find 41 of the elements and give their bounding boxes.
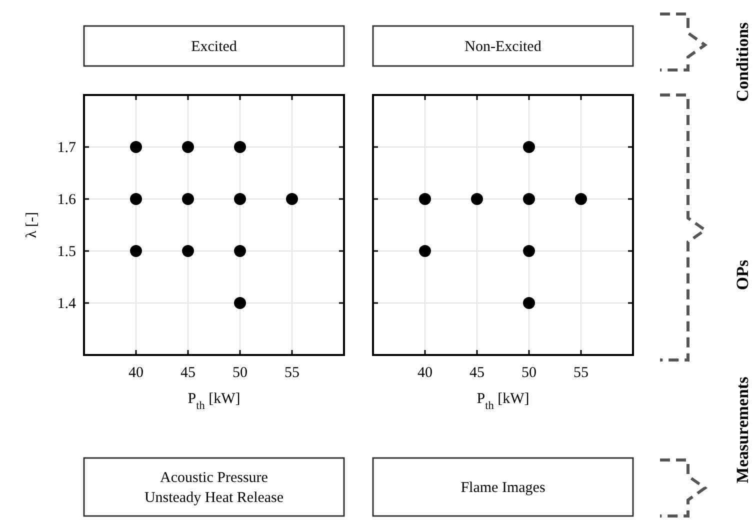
chart-title: Non-Excited bbox=[464, 39, 542, 55]
y-axis-title: λ [-] bbox=[24, 212, 40, 238]
point bbox=[523, 141, 535, 153]
point bbox=[234, 193, 246, 205]
y-tick-label: 1.4 bbox=[57, 296, 76, 312]
x-tick-label: 45 bbox=[470, 365, 484, 381]
x-axis-title: P$_{th}$ [kW] bbox=[476, 391, 530, 412]
x-tick-label: 55 bbox=[574, 365, 588, 381]
x-tick-label: 55 bbox=[284, 365, 300, 381]
point bbox=[419, 193, 431, 205]
x-tick-label: 40 bbox=[128, 365, 144, 381]
text: Measurements bbox=[733, 376, 752, 484]
x-tick-label: 45 bbox=[180, 365, 196, 381]
text: Conditions bbox=[733, 22, 752, 102]
point bbox=[523, 245, 535, 257]
text: Acoustic Pressure Unsteady Heat Release bbox=[144, 470, 284, 506]
y-tick-label: 1.7 bbox=[57, 140, 76, 156]
point bbox=[523, 297, 535, 309]
point bbox=[130, 193, 142, 205]
point bbox=[234, 141, 246, 153]
y-tick-label: 1.5 bbox=[57, 244, 76, 260]
point bbox=[130, 245, 142, 257]
text: Flame Images bbox=[460, 480, 546, 496]
chart-title: Excited bbox=[191, 39, 238, 55]
point bbox=[523, 193, 535, 205]
point bbox=[182, 193, 194, 205]
x-tick-label: 50 bbox=[232, 365, 248, 381]
point bbox=[286, 193, 298, 205]
point bbox=[419, 245, 431, 257]
point bbox=[234, 297, 246, 309]
point bbox=[471, 193, 483, 205]
x-axis-title: P$_{th}$ [kW] bbox=[188, 391, 240, 412]
point bbox=[182, 141, 194, 153]
point bbox=[575, 193, 587, 205]
text: OPs bbox=[733, 260, 752, 290]
y-tick-label: 1.6 bbox=[57, 192, 76, 208]
x-tick-label: 40 bbox=[418, 365, 432, 381]
point bbox=[130, 141, 142, 153]
point bbox=[234, 245, 246, 257]
x-tick-label: 50 bbox=[522, 365, 536, 381]
point bbox=[182, 245, 194, 257]
